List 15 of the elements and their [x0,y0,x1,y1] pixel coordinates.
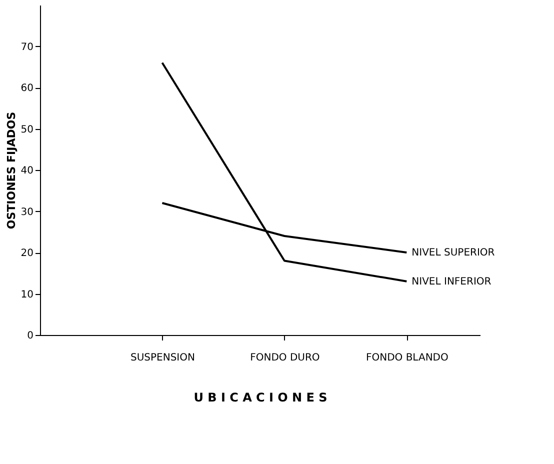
series-label: NIVEL SUPERIOR [412,248,495,258]
x-tick-label: FONDO BLANDO [366,352,448,364]
y-tick-label: 20 [20,248,34,259]
y-tick-label: 40 [20,166,34,176]
y-tick-label: 0 [27,330,34,342]
series-label: NIVEL INFERIOR [412,276,492,288]
y-axis-title: OSTIONES FIJADOS [4,112,18,230]
y-tick-label: 50 [20,124,34,136]
x-axis-title: U B I C A C I O N E S [194,390,328,404]
x-tick-label: SUSPENSION [130,352,195,364]
x-tick-label: FONDO DURO [250,352,320,364]
y-tick-label: 60 [20,83,34,94]
y-tick-label: 70 [20,42,34,53]
y-tick-label: 30 [20,206,34,218]
y-tick-label: 10 [20,289,34,300]
